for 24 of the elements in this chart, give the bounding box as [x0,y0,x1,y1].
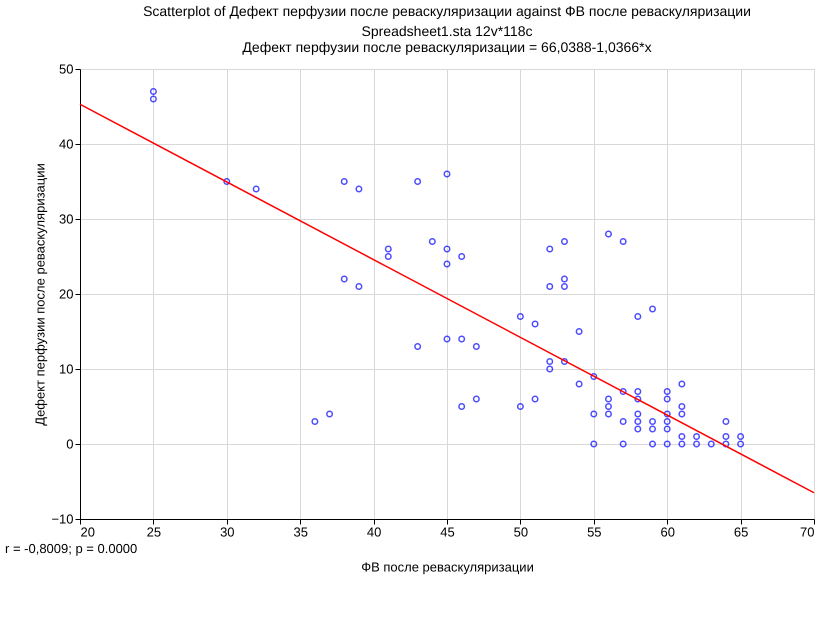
x-tick-label: 55 [587,524,602,540]
x-tick-label: 30 [220,524,235,540]
x-tick-label: 40 [366,524,382,540]
x-tick-label: 60 [660,524,675,540]
x-axis-title: ФВ после реваскуляризации [361,560,534,574]
y-tick-label: 20 [59,286,74,302]
x-tick-label: 70 [800,524,814,540]
y-tick-label: 0 [66,436,74,452]
x-tick-label: 35 [293,524,308,540]
text: Дефект перфузии после реваскуляризации = 66,0388-1,0366*x [242,39,652,55]
text: r = -0,8009; p = 0.0000 [5,541,138,556]
y-tick-label: 50 [59,62,74,76]
y-tick-label: 10 [59,362,74,376]
x-tick-label: 65 [734,524,748,540]
x-tick-label: 25 [146,524,162,540]
chart-title: Scatterplot of Дефект перфузии после реваскуляризации against ФВ после реваскуляризации [143,3,751,19]
x-tick-label: 50 [514,524,528,540]
y-tick-label: −10 [51,512,74,526]
y-axis-title: Дефект перфузии после реваскуляризации [32,163,48,426]
x-tick-label: 45 [440,524,455,540]
y-tick-label: 30 [59,212,74,226]
y-tick-label: 40 [59,136,74,152]
text: Spreadsheet1.sta 12v*118c [362,23,532,39]
x-tick-label: 20 [80,524,95,540]
